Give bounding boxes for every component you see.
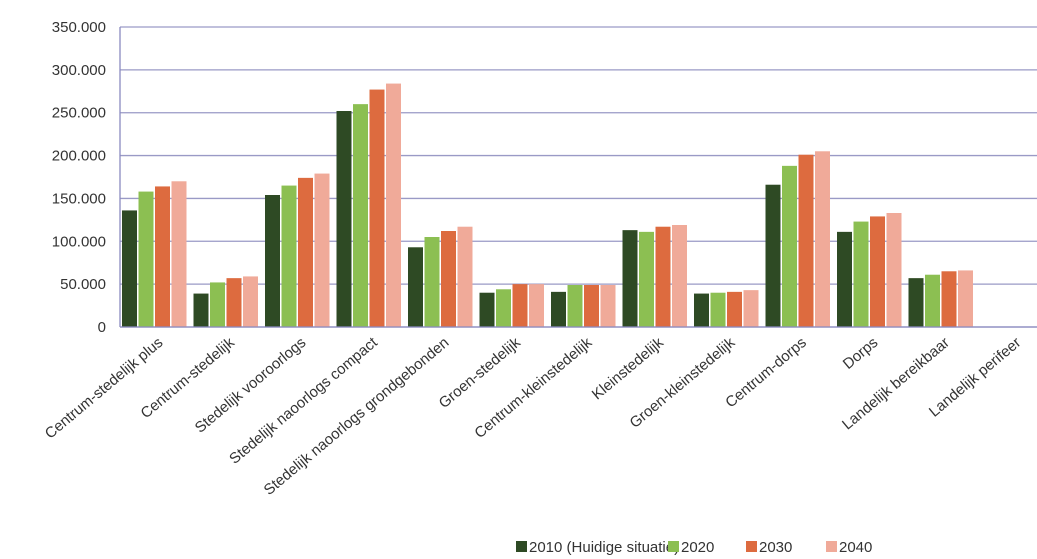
y-tick-label: 200.000	[52, 148, 106, 165]
legend-label: 2020	[681, 539, 714, 556]
bar	[171, 181, 187, 327]
bar	[122, 210, 137, 327]
x-tick-label: Centrum-kleinstedelijk	[471, 334, 595, 442]
bar	[551, 291, 566, 327]
bar	[908, 278, 924, 327]
bar	[479, 292, 495, 327]
legend-label: 2030	[759, 539, 792, 556]
legend-label: 2040	[839, 539, 872, 556]
bar	[408, 247, 423, 327]
bar	[298, 177, 313, 327]
y-tick-label: 250.000	[52, 105, 106, 122]
bar	[155, 186, 170, 327]
x-tick-label: Kleinstedelijk	[589, 334, 667, 404]
bar	[886, 213, 902, 327]
bar	[743, 290, 759, 327]
legend-label: 2010 (Huidige situatie)	[529, 539, 679, 556]
bar	[369, 89, 385, 327]
legend-swatch	[516, 541, 527, 552]
bar	[281, 185, 297, 327]
bar	[622, 230, 638, 327]
bar	[782, 165, 797, 327]
bar	[798, 154, 814, 327]
bar	[193, 293, 209, 327]
bar	[870, 216, 885, 327]
y-tick-label: 350.000	[52, 19, 106, 36]
bar	[441, 231, 456, 327]
x-tick-label: Centrum-stedelijk plus	[42, 334, 167, 442]
bar	[314, 173, 330, 327]
bar	[210, 282, 225, 327]
bar	[336, 111, 352, 327]
bar	[584, 285, 599, 327]
bar	[353, 104, 368, 328]
bar	[639, 231, 654, 327]
bar	[424, 237, 440, 327]
y-tick-label: 150.000	[52, 190, 106, 207]
y-tick-label: 300.000	[52, 62, 106, 79]
bar	[567, 285, 583, 327]
bar	[958, 270, 973, 327]
x-tick-label: Dorps	[840, 334, 882, 373]
bar	[457, 226, 473, 327]
bar	[727, 291, 742, 327]
x-tick-label: Stedelijk naoorlogs compact	[226, 334, 381, 468]
bar	[765, 184, 781, 327]
bar	[529, 284, 544, 327]
bar	[265, 195, 280, 327]
bar	[815, 151, 830, 327]
bar	[243, 276, 258, 327]
bar	[512, 284, 528, 327]
bar	[941, 271, 957, 327]
bar	[138, 191, 154, 327]
y-tick-label: 0	[98, 319, 106, 336]
bar	[925, 274, 940, 327]
bar	[672, 225, 687, 327]
bar	[226, 278, 242, 327]
legend-swatch	[826, 541, 837, 552]
bar	[496, 289, 511, 327]
legend-swatch	[668, 541, 679, 552]
legend-swatch	[746, 541, 757, 552]
bar	[655, 226, 671, 327]
bar	[386, 83, 401, 327]
bar	[694, 293, 709, 327]
bar	[710, 292, 726, 327]
bar	[853, 221, 869, 327]
bar	[600, 285, 616, 327]
bar	[837, 231, 852, 327]
y-tick-label: 50.000	[60, 276, 106, 293]
y-tick-label: 100.000	[52, 233, 106, 250]
